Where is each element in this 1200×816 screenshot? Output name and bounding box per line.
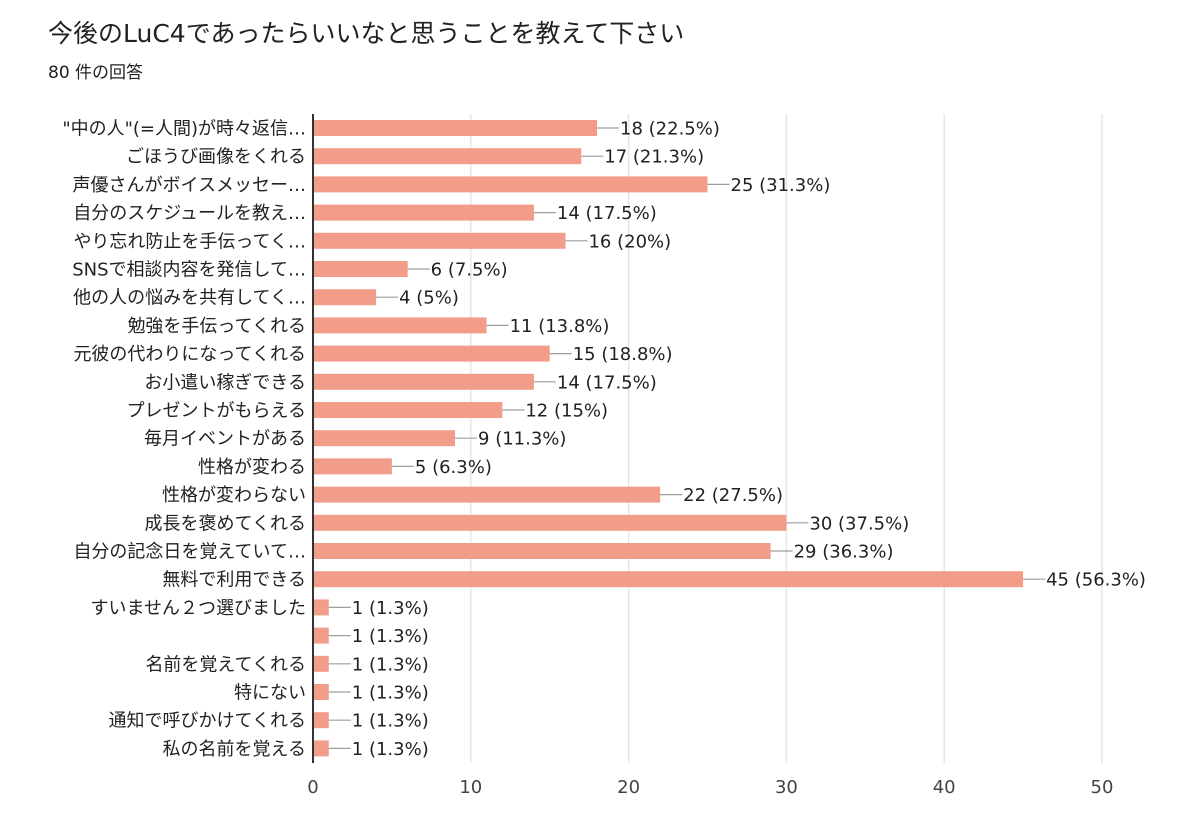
value-label: 45 (56.3%)	[1046, 570, 1146, 591]
category-label: "中の人"(=人間)が時々返信…	[62, 119, 306, 140]
value-label: 6 (7.5%)	[431, 260, 508, 281]
category-label: 自分の記念日を覚えていて…	[73, 541, 306, 563]
bar	[313, 373, 534, 390]
x-tick-label: 10	[459, 777, 482, 798]
category-label: 無料で利用できる	[162, 570, 306, 591]
bars	[313, 120, 1046, 757]
category-label: 成長を褒めてくれる	[145, 513, 306, 534]
bar	[313, 571, 1024, 588]
value-label: 14 (17.5%)	[557, 203, 657, 224]
x-tick-label: 20	[617, 777, 640, 798]
bar	[313, 712, 329, 729]
category-label: お小遣い稼ぎできる	[144, 372, 306, 393]
value-label: 1 (1.3%)	[352, 683, 429, 704]
labels: 0 10 20 30 40 50 18 (22.5%) "中の人"(=人間)が時々返信… 17 …	[62, 119, 1146, 799]
x-tick-label: 30	[775, 777, 798, 798]
value-label: 1 (1.3%)	[352, 598, 429, 619]
bar	[313, 232, 566, 249]
category-label: 特にない	[234, 683, 306, 704]
category-label: 自分のスケジュールを教え…	[73, 203, 306, 224]
category-label: プレゼントがもらえる	[127, 401, 306, 422]
category-label: 他の人の悩みを共有してく…	[73, 288, 306, 309]
value-label: 1 (1.3%)	[352, 711, 429, 732]
bar	[313, 345, 550, 362]
category-label: 性格が変わる	[198, 457, 306, 478]
value-label: 22 (27.5%)	[683, 485, 783, 506]
bar	[313, 261, 408, 277]
value-label: 12 (15%)	[525, 401, 608, 422]
value-label: 5 (6.3%)	[415, 457, 492, 478]
bar	[313, 655, 329, 672]
bar	[313, 458, 392, 475]
bar	[313, 599, 329, 616]
value-label: 17 (21.3%)	[604, 147, 704, 168]
value-label: 18 (22.5%)	[620, 119, 720, 140]
bar	[313, 402, 503, 418]
value-label: 11 (13.8%)	[510, 316, 610, 337]
response-count: 80 件の回答	[48, 63, 144, 83]
category-label: ごほうび画像をくれる	[126, 147, 306, 168]
bar	[313, 204, 534, 221]
value-label: 30 (37.5%)	[809, 513, 909, 534]
category-label: 性格が変わらない	[162, 485, 306, 506]
bar	[313, 514, 787, 531]
category-label: 声優さんがボイスメッセー…	[73, 175, 306, 196]
category-label: 通知で呼びかけてくれる	[109, 711, 306, 732]
category-label: やり忘れ防止を手伝ってく…	[73, 231, 306, 252]
value-label: 16 (20%)	[588, 231, 671, 252]
bar	[313, 120, 598, 136]
category-label: 名前を覚えてくれる	[145, 654, 306, 675]
value-label: 4 (5%)	[399, 288, 459, 309]
x-tick-label: 50	[1091, 777, 1114, 798]
category-label: SNSで相談内容を発信して…	[72, 260, 306, 281]
value-label: 29 (36.3%)	[794, 542, 894, 563]
category-label: 私の名前を覚える	[163, 739, 306, 760]
bar	[313, 740, 329, 757]
value-label: 1 (1.3%)	[352, 654, 429, 675]
x-tick-label: 40	[933, 777, 956, 798]
bar	[313, 176, 708, 193]
value-label: 25 (31.3%)	[731, 175, 831, 196]
category-label: 毎月イベントがある	[144, 429, 306, 450]
value-label: 1 (1.3%)	[352, 739, 429, 760]
bar	[313, 317, 487, 334]
bar	[313, 684, 329, 700]
bar	[313, 486, 661, 503]
x-tick-label: 0	[307, 777, 318, 798]
bar	[313, 543, 771, 559]
value-label: 9 (11.3%)	[478, 429, 566, 450]
category-label: 勉強を手伝ってくれる	[127, 316, 306, 337]
value-label: 15 (18.8%)	[573, 344, 673, 365]
bar	[313, 289, 377, 306]
bar	[313, 148, 582, 165]
category-label: すいません２つ選びました	[91, 598, 306, 619]
chart-title: 今後のLuC4であったらいいなと思うことを教えて下さい	[48, 19, 685, 48]
bar	[313, 430, 456, 447]
value-label: 14 (17.5%)	[557, 372, 657, 393]
value-label: 1 (1.3%)	[352, 626, 429, 647]
category-label: 元彼の代わりになってくれる	[73, 344, 306, 365]
bar	[313, 627, 329, 644]
